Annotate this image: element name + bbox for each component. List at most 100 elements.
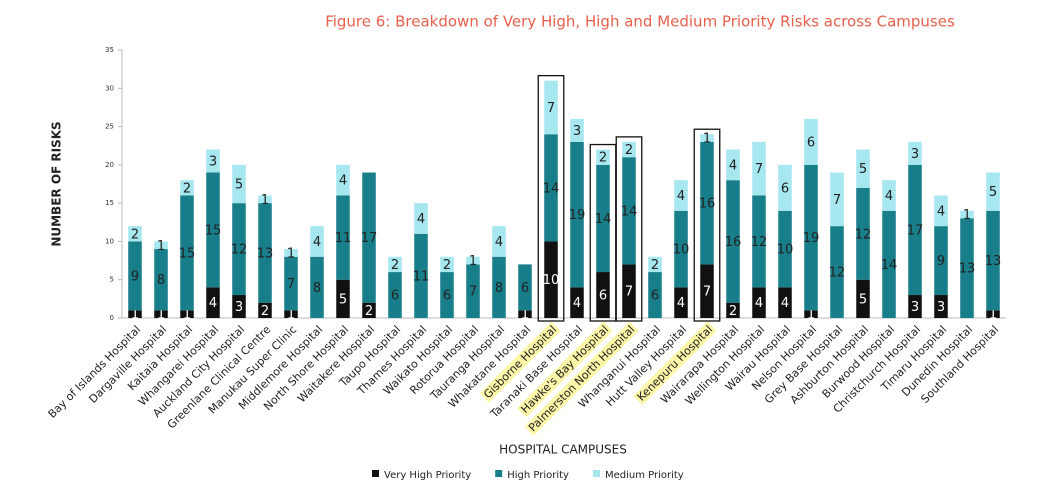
value-label: 7: [469, 285, 477, 300]
bar-segment: [570, 287, 584, 318]
bar-segment: [726, 302, 740, 318]
value-label: 2: [183, 181, 191, 196]
bar-segment: [466, 256, 480, 265]
value-label: 10: [673, 243, 690, 258]
bar-segment: [986, 210, 1000, 311]
value-label: 6: [443, 289, 451, 304]
bar-segment: [388, 272, 402, 318]
bar-segment: [128, 241, 142, 311]
bar-segment: [128, 226, 142, 242]
value-label: 6: [807, 135, 815, 150]
bar-segment: [284, 249, 298, 257]
bar-segment: [180, 195, 194, 311]
bar-segment: [128, 310, 142, 318]
value-label: 19: [803, 231, 820, 246]
bar-segment: [830, 226, 844, 318]
bar-segment: [336, 195, 350, 280]
bar-segment: [830, 172, 844, 227]
value-label: 7: [703, 285, 711, 300]
y-tick-label: 25: [105, 123, 114, 131]
value-label: 6: [521, 281, 529, 296]
value-label: 7: [287, 277, 295, 292]
label-highlight: [479, 321, 561, 403]
bar-segment: [882, 180, 896, 211]
value-label: 5: [859, 292, 867, 307]
bar-segment: [544, 241, 558, 318]
value-label: 4: [937, 204, 945, 219]
bar-segment: [232, 203, 246, 296]
bar-segment: [440, 272, 454, 318]
value-label: 6: [599, 289, 607, 304]
value-label: 2: [365, 304, 373, 319]
bar-segment: [544, 134, 558, 242]
bar-segment: [336, 164, 350, 196]
bar-segment: [648, 272, 662, 318]
value-label: 11: [335, 231, 352, 246]
bar-segment: [206, 172, 220, 288]
value-label: 10: [777, 243, 794, 258]
value-label: 2: [625, 143, 633, 158]
value-label: 4: [339, 174, 347, 189]
bar-segment: [960, 218, 974, 318]
value-label: 10: [543, 273, 560, 288]
value-label: 6: [391, 289, 399, 304]
value-label: 12: [751, 235, 768, 250]
value-label: 2: [651, 258, 659, 273]
value-label: 4: [677, 296, 685, 311]
bar-segment: [258, 203, 272, 303]
value-label: 4: [729, 158, 737, 173]
bar-segment: [908, 295, 922, 318]
bar-segment: [726, 149, 740, 181]
value-label: 12: [231, 243, 248, 258]
bar-segment: [700, 264, 714, 318]
value-label: 17: [907, 223, 924, 238]
value-label: 1: [287, 246, 295, 261]
y-tick-label: 5: [110, 276, 114, 284]
y-tick-label: 10: [105, 237, 114, 245]
y-tick-label: 20: [105, 161, 114, 169]
bar-segment: [258, 195, 272, 204]
bar-segment: [596, 272, 610, 318]
bar-segment: [752, 141, 766, 196]
value-label: 4: [781, 296, 789, 311]
value-label: 4: [495, 235, 503, 250]
value-label: 2: [443, 258, 451, 273]
value-label: 1: [469, 254, 477, 269]
bar-segment: [934, 226, 948, 296]
x-axis-label: HOSPITAL CAMPUSES: [499, 443, 627, 457]
value-label: 4: [885, 189, 893, 204]
bar-segment: [154, 241, 168, 250]
bar-segment: [570, 118, 584, 142]
value-label: 14: [595, 212, 612, 227]
chart-title: Figure 6: Breakdown of Very High, High a…: [325, 13, 955, 31]
value-label: 1: [703, 132, 711, 147]
value-label: 7: [625, 285, 633, 300]
bar-segment: [856, 149, 870, 188]
bar-segment: [622, 264, 636, 318]
bar-segment: [778, 210, 792, 288]
value-label: 12: [855, 227, 872, 242]
value-label: 5: [989, 185, 997, 200]
bar-segment: [518, 310, 532, 318]
bar-segment: [622, 141, 636, 158]
bar-segment: [778, 164, 792, 211]
value-label: 1: [131, 308, 139, 323]
bar-segment: [154, 310, 168, 318]
value-label: 16: [725, 235, 742, 250]
value-label: 3: [911, 147, 919, 162]
bar-segment: [284, 256, 298, 311]
value-label: 5: [339, 292, 347, 307]
value-label: 4: [313, 235, 321, 250]
value-label: 3: [573, 124, 581, 139]
bar-segment: [518, 264, 532, 311]
value-label: 1: [157, 308, 165, 323]
label-highlight: [633, 321, 717, 406]
bar-segment: [908, 141, 922, 165]
y-tick-label: 0: [110, 314, 114, 322]
value-label: 3: [911, 300, 919, 315]
value-label: 4: [209, 296, 217, 311]
value-label: 15: [205, 223, 222, 238]
value-label: 8: [313, 281, 321, 296]
value-label: 1: [287, 308, 295, 323]
bar-segment: [336, 279, 350, 318]
